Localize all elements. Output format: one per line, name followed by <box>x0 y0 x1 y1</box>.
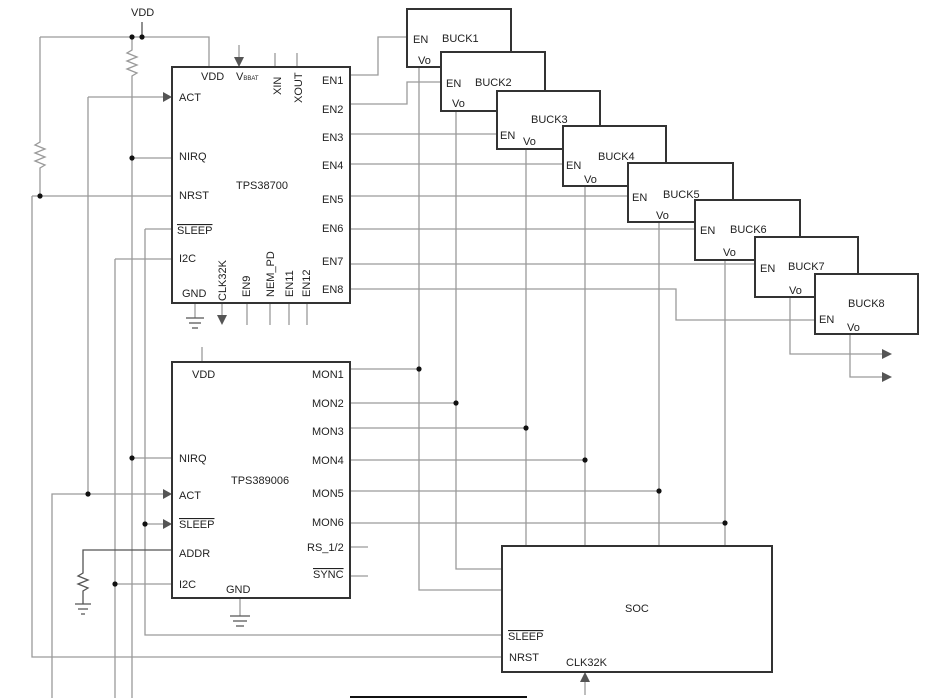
buck-vo-label: Vo <box>584 174 597 186</box>
buck-vo-label: Vo <box>789 285 802 297</box>
pin-xin: XIN <box>272 77 284 95</box>
wires <box>31 22 882 698</box>
buck-vo-label: Vo <box>523 136 536 148</box>
buck-vo-label: Vo <box>847 322 860 334</box>
buck-en-label: EN <box>760 263 775 275</box>
vdd-label: VDD <box>131 7 154 19</box>
pin-addr: ADDR <box>179 548 210 560</box>
buck-vo-label: Vo <box>656 210 669 222</box>
pin-en2: EN2 <box>322 104 343 116</box>
pin-mon3: MON3 <box>312 426 344 438</box>
soc-name: SOC <box>625 603 649 615</box>
buck-name: BUCK3 <box>531 114 568 126</box>
pin-mon2: MON2 <box>312 398 344 410</box>
buck-4: EN BUCK4 Vo <box>562 125 667 187</box>
buck-name: BUCK5 <box>663 189 700 201</box>
vo7-arrow-icon <box>882 349 892 359</box>
clk32k-out-arrow-icon <box>217 315 227 325</box>
buck-name: BUCK1 <box>442 33 479 45</box>
buck-name: BUCK4 <box>598 151 635 163</box>
pin-act: ACT <box>179 490 201 502</box>
pin-clk32k: CLK32K <box>217 259 229 301</box>
buck-en-label: EN <box>446 78 461 90</box>
pin-nirq: NIRQ <box>179 453 207 465</box>
buck-vo-label: Vo <box>418 55 431 67</box>
pin-en11: EN11 <box>284 270 296 297</box>
buck-name: BUCK6 <box>730 224 767 236</box>
pin-en1: EN1 <box>322 75 343 87</box>
pin-nem-pd: NEM_PD <box>265 251 277 297</box>
pin-sync: SYNC <box>313 569 344 581</box>
pin-en7: EN7 <box>322 256 343 268</box>
pin-rs: RS_1/2 <box>307 542 344 554</box>
sleep2-arrow-icon <box>163 519 172 529</box>
pin-mon5: MON5 <box>312 488 344 500</box>
pin-en6: EN6 <box>322 223 343 235</box>
soc-pin-clk32k: CLK32K <box>566 657 608 669</box>
soc-clk-arrow-icon <box>580 672 590 682</box>
pin-en12: EN12 <box>301 269 313 297</box>
junction-dots <box>37 34 728 587</box>
vo8-arrow-icon <box>882 372 892 382</box>
buck-8: EN BUCK8 Vo <box>814 273 919 335</box>
pin-act: ACT <box>179 92 201 104</box>
pin-gnd: GND <box>226 584 251 596</box>
soc-pin-nrst: NRST <box>509 652 539 664</box>
pin-vdd: VDD <box>192 369 215 381</box>
pin-en5: EN5 <box>322 194 343 206</box>
monitor-chip: TPS389006 VDD NIRQ ACT SLEEP ADDR I2C GN… <box>171 361 351 599</box>
arrows <box>163 57 892 682</box>
buck-en-label: EN <box>413 34 428 46</box>
buck-name: BUCK7 <box>788 261 825 273</box>
pin-en3: EN3 <box>322 132 343 144</box>
pin-i2c: I2C <box>179 253 196 265</box>
act2-arrow-icon <box>163 489 172 499</box>
buck-vo-label: Vo <box>452 98 465 110</box>
buck-en-label: EN <box>566 160 581 172</box>
pin-nirq: NIRQ <box>179 151 207 163</box>
pin-en8: EN8 <box>322 284 343 296</box>
pin-mon4: MON4 <box>312 455 344 467</box>
buck-en-label: EN <box>632 192 647 204</box>
pin-mon1: MON1 <box>312 369 344 381</box>
pin-mon6: MON6 <box>312 517 344 529</box>
monitor-name: TPS389006 <box>231 475 289 487</box>
pin-i2c: I2C <box>179 579 196 591</box>
pin-vbbat: VBBAT <box>236 71 259 83</box>
buck-en-label: EN <box>819 314 834 326</box>
buck-en-label: EN <box>700 225 715 237</box>
buck-name: BUCK8 <box>848 298 885 310</box>
pin-nrst: NRST <box>179 190 209 202</box>
act-arrow-icon <box>163 92 172 102</box>
pmic-name: TPS38700 <box>236 180 288 192</box>
pin-sleep: SLEEP <box>177 225 212 237</box>
buck-name: BUCK2 <box>475 77 512 89</box>
pin-xout: XOUT <box>293 72 305 103</box>
buck-vo-label: Vo <box>723 247 736 259</box>
pin-vdd: VDD <box>201 71 224 83</box>
pin-en9: EN9 <box>241 276 253 297</box>
soc-block: SOC SLEEP NRST CLK32K <box>501 545 773 673</box>
soc-pin-sleep: SLEEP <box>508 631 543 643</box>
pmic-chip: TPS38700 VDD VBBAT XIN XOUT ACT NIRQ NRS… <box>171 66 351 304</box>
vbbat-arrow-icon <box>234 57 244 67</box>
pin-sleep: SLEEP <box>179 519 214 531</box>
pin-gnd: GND <box>182 288 207 300</box>
buck-en-label: EN <box>500 130 515 142</box>
pin-en4: EN4 <box>322 160 343 172</box>
